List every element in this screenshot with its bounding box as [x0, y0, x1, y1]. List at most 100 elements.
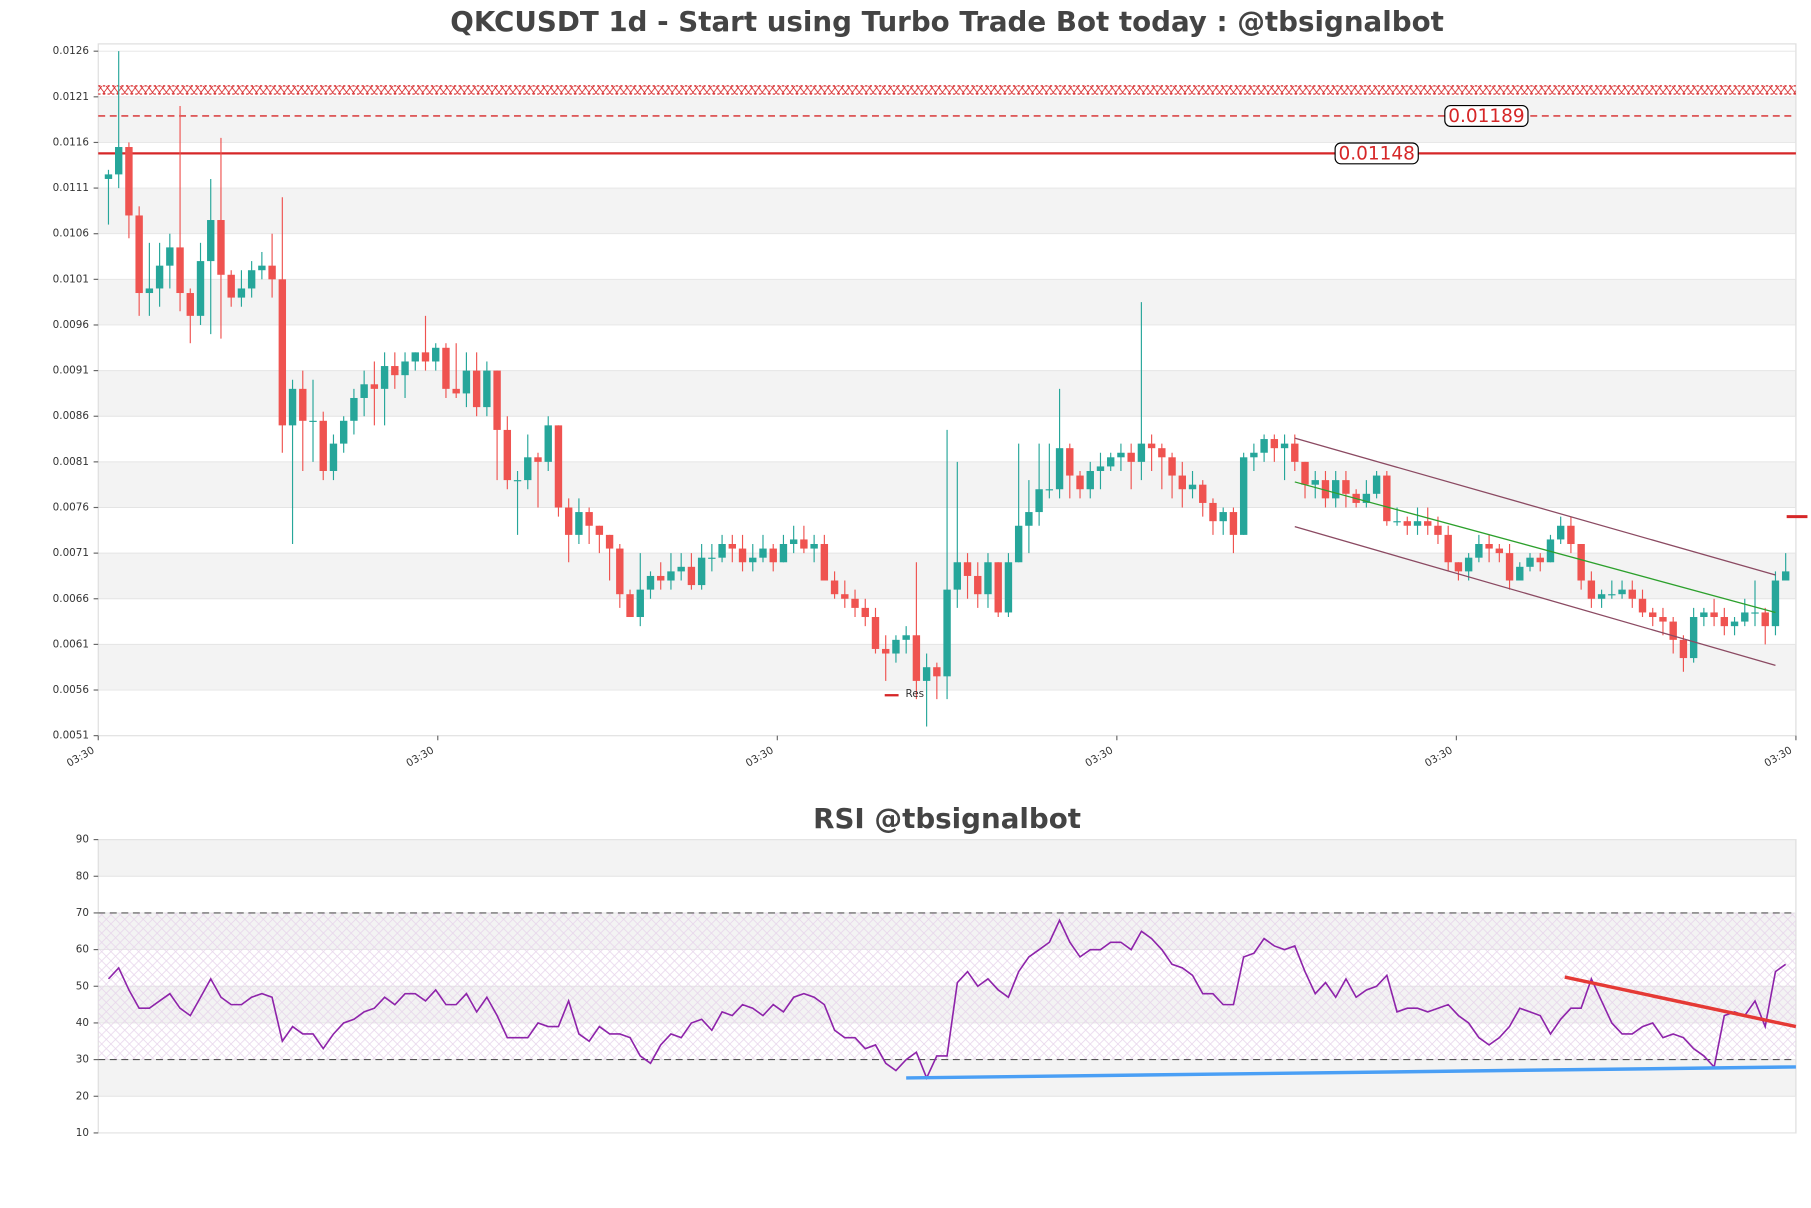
candle-body — [1475, 544, 1483, 558]
candle-body — [462, 370, 471, 394]
candle-body — [800, 539, 808, 549]
candle-body — [1464, 557, 1473, 572]
candle-body — [1618, 589, 1626, 595]
candle-body — [1321, 480, 1330, 499]
candle-body — [963, 562, 972, 576]
y-tick-label: 50 — [76, 980, 89, 992]
candle-body — [1014, 525, 1023, 563]
candle-body — [697, 557, 706, 586]
candle-body — [472, 370, 481, 408]
chart-title: RSI @tbsignalbot — [813, 802, 1081, 835]
candle-body — [1117, 452, 1125, 458]
candle-body — [1413, 521, 1422, 526]
y-tick-label: 0.0101 — [53, 273, 89, 285]
grid-band — [98, 839, 1796, 877]
price-label-box — [1444, 105, 1529, 127]
candle-body — [534, 457, 542, 462]
candle-body — [657, 575, 665, 581]
candle-body — [339, 420, 348, 444]
candle-body — [1178, 475, 1186, 490]
x-tick-label: 03:30 — [65, 744, 97, 769]
candle-body — [759, 548, 767, 558]
candle-body — [1260, 439, 1268, 453]
candle-body — [749, 557, 757, 563]
candle-body — [258, 265, 266, 271]
candle-body — [1741, 612, 1749, 622]
candle-body — [1066, 448, 1074, 476]
candle-body — [564, 507, 573, 535]
candle-body — [595, 525, 604, 535]
candle-body — [1567, 525, 1575, 545]
candle-body — [207, 220, 215, 262]
x-tick-label: 03:30 — [1423, 744, 1455, 769]
candle-body — [1434, 525, 1442, 535]
candle-body — [237, 288, 246, 298]
candle-body — [1485, 544, 1493, 549]
candle-body — [1424, 521, 1432, 526]
candle-body — [1035, 489, 1043, 513]
candle-body — [1771, 580, 1780, 627]
price-label: 0.01189 — [1448, 106, 1524, 127]
candle-body — [1761, 612, 1769, 627]
candle-body — [1608, 594, 1616, 596]
candle-body — [1730, 621, 1739, 627]
candle-body — [350, 397, 358, 421]
chart-title: QKCUSDT 1d - Start using Turbo Trade Bot… — [450, 5, 1444, 38]
candle-body — [718, 544, 726, 558]
candle-body — [217, 220, 225, 275]
candle-body — [524, 457, 532, 481]
candle-body — [1209, 502, 1217, 522]
y-tick-label: 0.0066 — [53, 593, 89, 605]
candle-body — [104, 174, 113, 179]
candle-body — [820, 544, 829, 581]
candle-body — [432, 347, 440, 362]
candle-body — [738, 548, 747, 563]
candle-body — [544, 425, 552, 462]
candle-body — [1219, 512, 1227, 522]
candle-body — [789, 539, 798, 545]
candle-body — [1332, 480, 1340, 499]
y-tick-label: 0.0121 — [53, 91, 89, 103]
y-tick-label: 60 — [76, 944, 89, 956]
candle-body — [871, 617, 880, 649]
candle-body — [605, 534, 614, 549]
candle-body — [933, 667, 941, 677]
y-tick-label: 0.0126 — [53, 45, 89, 57]
candle-body — [851, 598, 859, 608]
y-tick-label: 20 — [76, 1090, 89, 1102]
candle-body — [1444, 534, 1452, 563]
candle-body — [1199, 484, 1207, 503]
candle-body — [984, 562, 992, 595]
candle-body — [861, 607, 869, 618]
candle-body — [1147, 443, 1156, 449]
candle-body — [1403, 521, 1411, 526]
candle-body — [1454, 562, 1463, 572]
candle-body — [380, 366, 389, 389]
candle-body — [922, 667, 931, 681]
candle-body — [299, 388, 307, 421]
legend-label: Res — [906, 688, 925, 700]
price-label-box — [1334, 142, 1419, 165]
candle-body — [830, 580, 839, 595]
candle-body — [994, 562, 1002, 613]
candle-body — [841, 594, 849, 599]
y-tick-label: 10 — [76, 1127, 89, 1139]
resistance-zone — [98, 85, 1796, 95]
candle-body — [943, 589, 951, 677]
trendline — [1294, 481, 1776, 614]
candle-body — [616, 548, 624, 595]
candle-body — [1362, 493, 1371, 503]
candle-body — [1004, 562, 1013, 613]
x-tick-label: 03:30 — [404, 744, 436, 769]
candle-body — [288, 388, 297, 426]
candle-body — [421, 352, 430, 362]
candle-body — [411, 352, 419, 362]
candle-body — [186, 293, 194, 316]
candle-body — [1280, 443, 1289, 449]
candle-body — [1495, 548, 1504, 554]
candle-body — [115, 147, 123, 175]
candle-body — [1526, 557, 1534, 567]
candle-body — [1239, 457, 1248, 535]
candle-body — [401, 361, 409, 376]
candle-body — [882, 648, 890, 654]
